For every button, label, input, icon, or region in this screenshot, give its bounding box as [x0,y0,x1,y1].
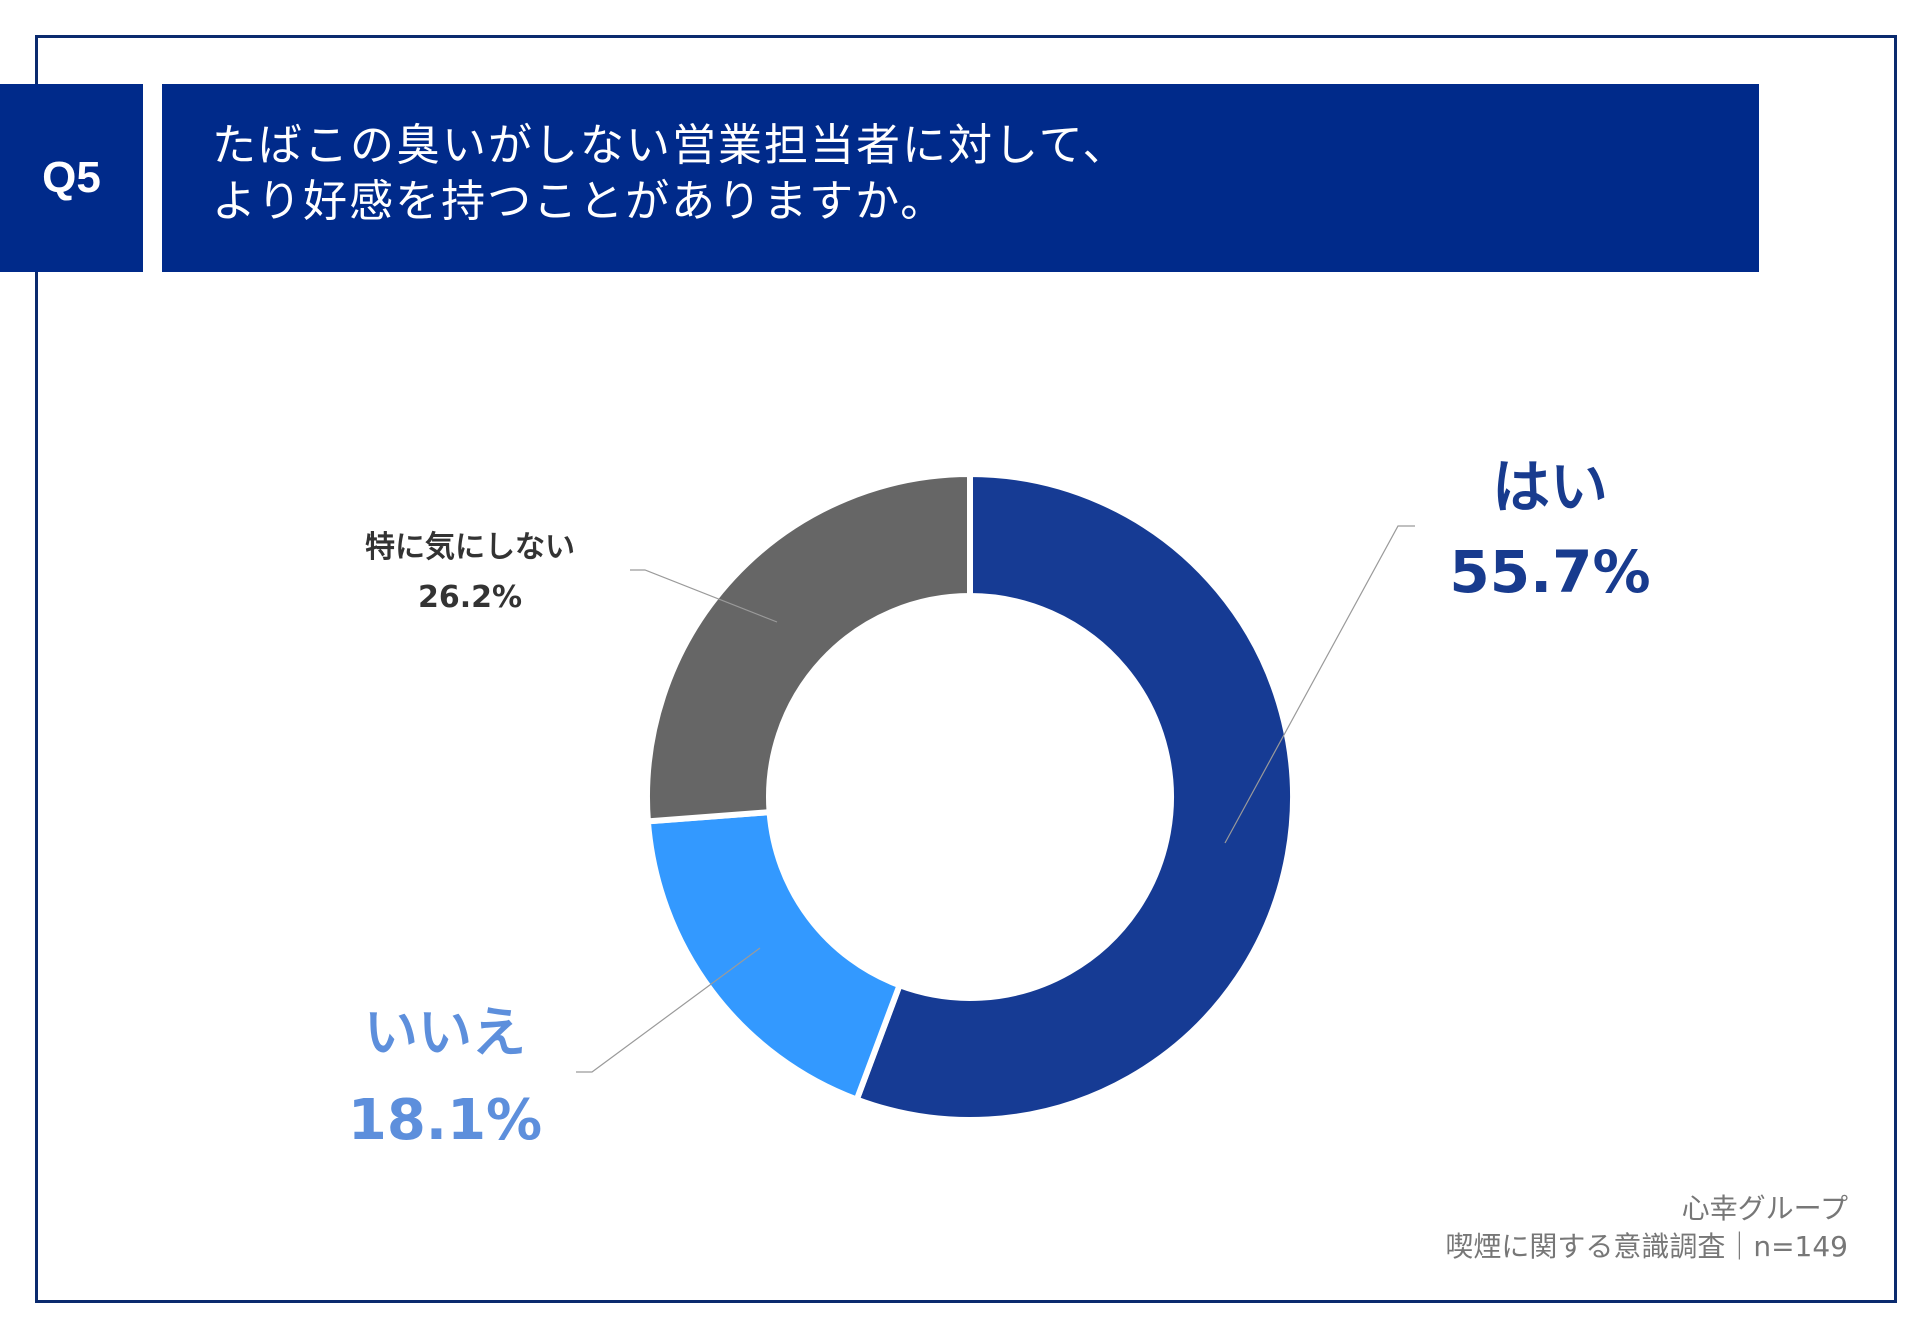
donut-slice-no [644,808,904,1104]
label-yes-percent: 55.7% [1449,538,1651,606]
label-neutral-name: 特に気にしない [365,530,575,565]
chart-frame [35,35,1897,1303]
leader-line-neutral [630,569,778,623]
question-badge: Q5 [0,84,143,272]
donut-slices [644,470,1296,1123]
leader-line-yes [1224,525,1415,844]
question-title-line-1: たばこの臭いがしない営業担当者に対して、 [212,120,1129,171]
question-title: たばこの臭いがしない営業担当者に対して、 より好感を持つことがありますか。 [162,84,1759,272]
label-no-percent: 18.1% [347,1088,543,1153]
label-neutral-percent: 26.2% [417,580,523,615]
donut-slice-yes [852,470,1296,1123]
source-note: 心幸グループ 喫煙に関する意識調査｜n=149 [1445,1190,1848,1266]
label-no-name: いいえ [364,1001,526,1064]
label-yes-name: はい [1491,453,1608,521]
source-organization: 心幸グループ [1681,1192,1848,1225]
leader-lines [576,525,1415,1073]
source-survey: 喫煙に関する意識調査｜n=149 [1445,1230,1848,1263]
donut-slice-neutral [644,470,973,825]
question-title-line-2: より好感を持つことがありますか。 [212,176,947,227]
leader-line-no [576,947,761,1073]
